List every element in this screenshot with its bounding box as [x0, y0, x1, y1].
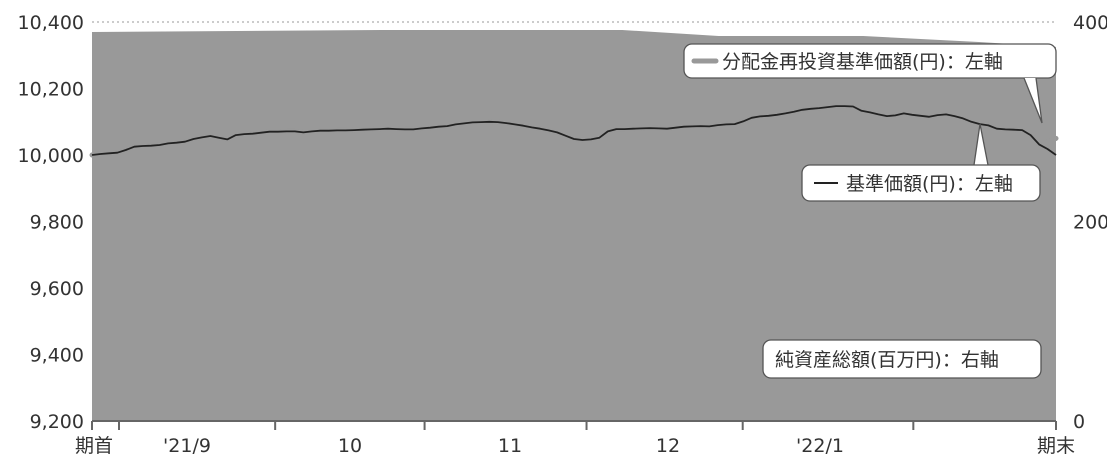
callout-pointer [1023, 77, 1043, 124]
callout-box [762, 339, 1042, 379]
callout-label-reinvest: 分配金再投資基準価額(円)：左軸 [722, 51, 1003, 73]
assets-callout: 純資産総額(百万円)：右軸 [762, 339, 1042, 379]
x-tick-label: 期首 [75, 435, 113, 457]
y-left-tick-label: 9,800 [30, 212, 84, 234]
y-left-tick-label: 9,600 [30, 278, 84, 300]
nav-callout: 基準価額(円)：左軸 [801, 123, 1041, 202]
reinvest-callout: 分配金再投資基準価額(円)：左軸 [683, 43, 1057, 124]
callout-label-nav: 基準価額(円)：左軸 [846, 173, 1013, 195]
y-right-tick-label: 200 [1073, 212, 1107, 234]
y-right-tick-label: 400 [1073, 12, 1107, 34]
x-tick-label: 11 [498, 435, 522, 457]
x-tick-label: 10 [338, 435, 362, 457]
y-left-tick-label: 10,000 [18, 145, 84, 167]
x-tick-label: '22/1 [796, 435, 844, 457]
y-left-tick-label: 9,200 [30, 411, 84, 433]
x-tick-label: 12 [656, 435, 680, 457]
y-left-tick-label: 10,200 [18, 79, 84, 101]
y-left-tick-label: 10,400 [18, 12, 84, 34]
x-tick-label: '21/9 [163, 435, 211, 457]
x-tick-label: 期末 [1037, 435, 1075, 457]
y-right-tick-label: 0 [1073, 411, 1085, 433]
callout-label-assets: 純資産総額(百万円)：右軸 [775, 349, 999, 371]
y-left-tick-label: 9,400 [30, 345, 84, 367]
net-assets-area [92, 30, 1056, 421]
callout-box [683, 43, 1057, 79]
callout-box [801, 164, 1041, 202]
nav-line [91, 105, 1057, 156]
callout-pointer [973, 123, 989, 166]
